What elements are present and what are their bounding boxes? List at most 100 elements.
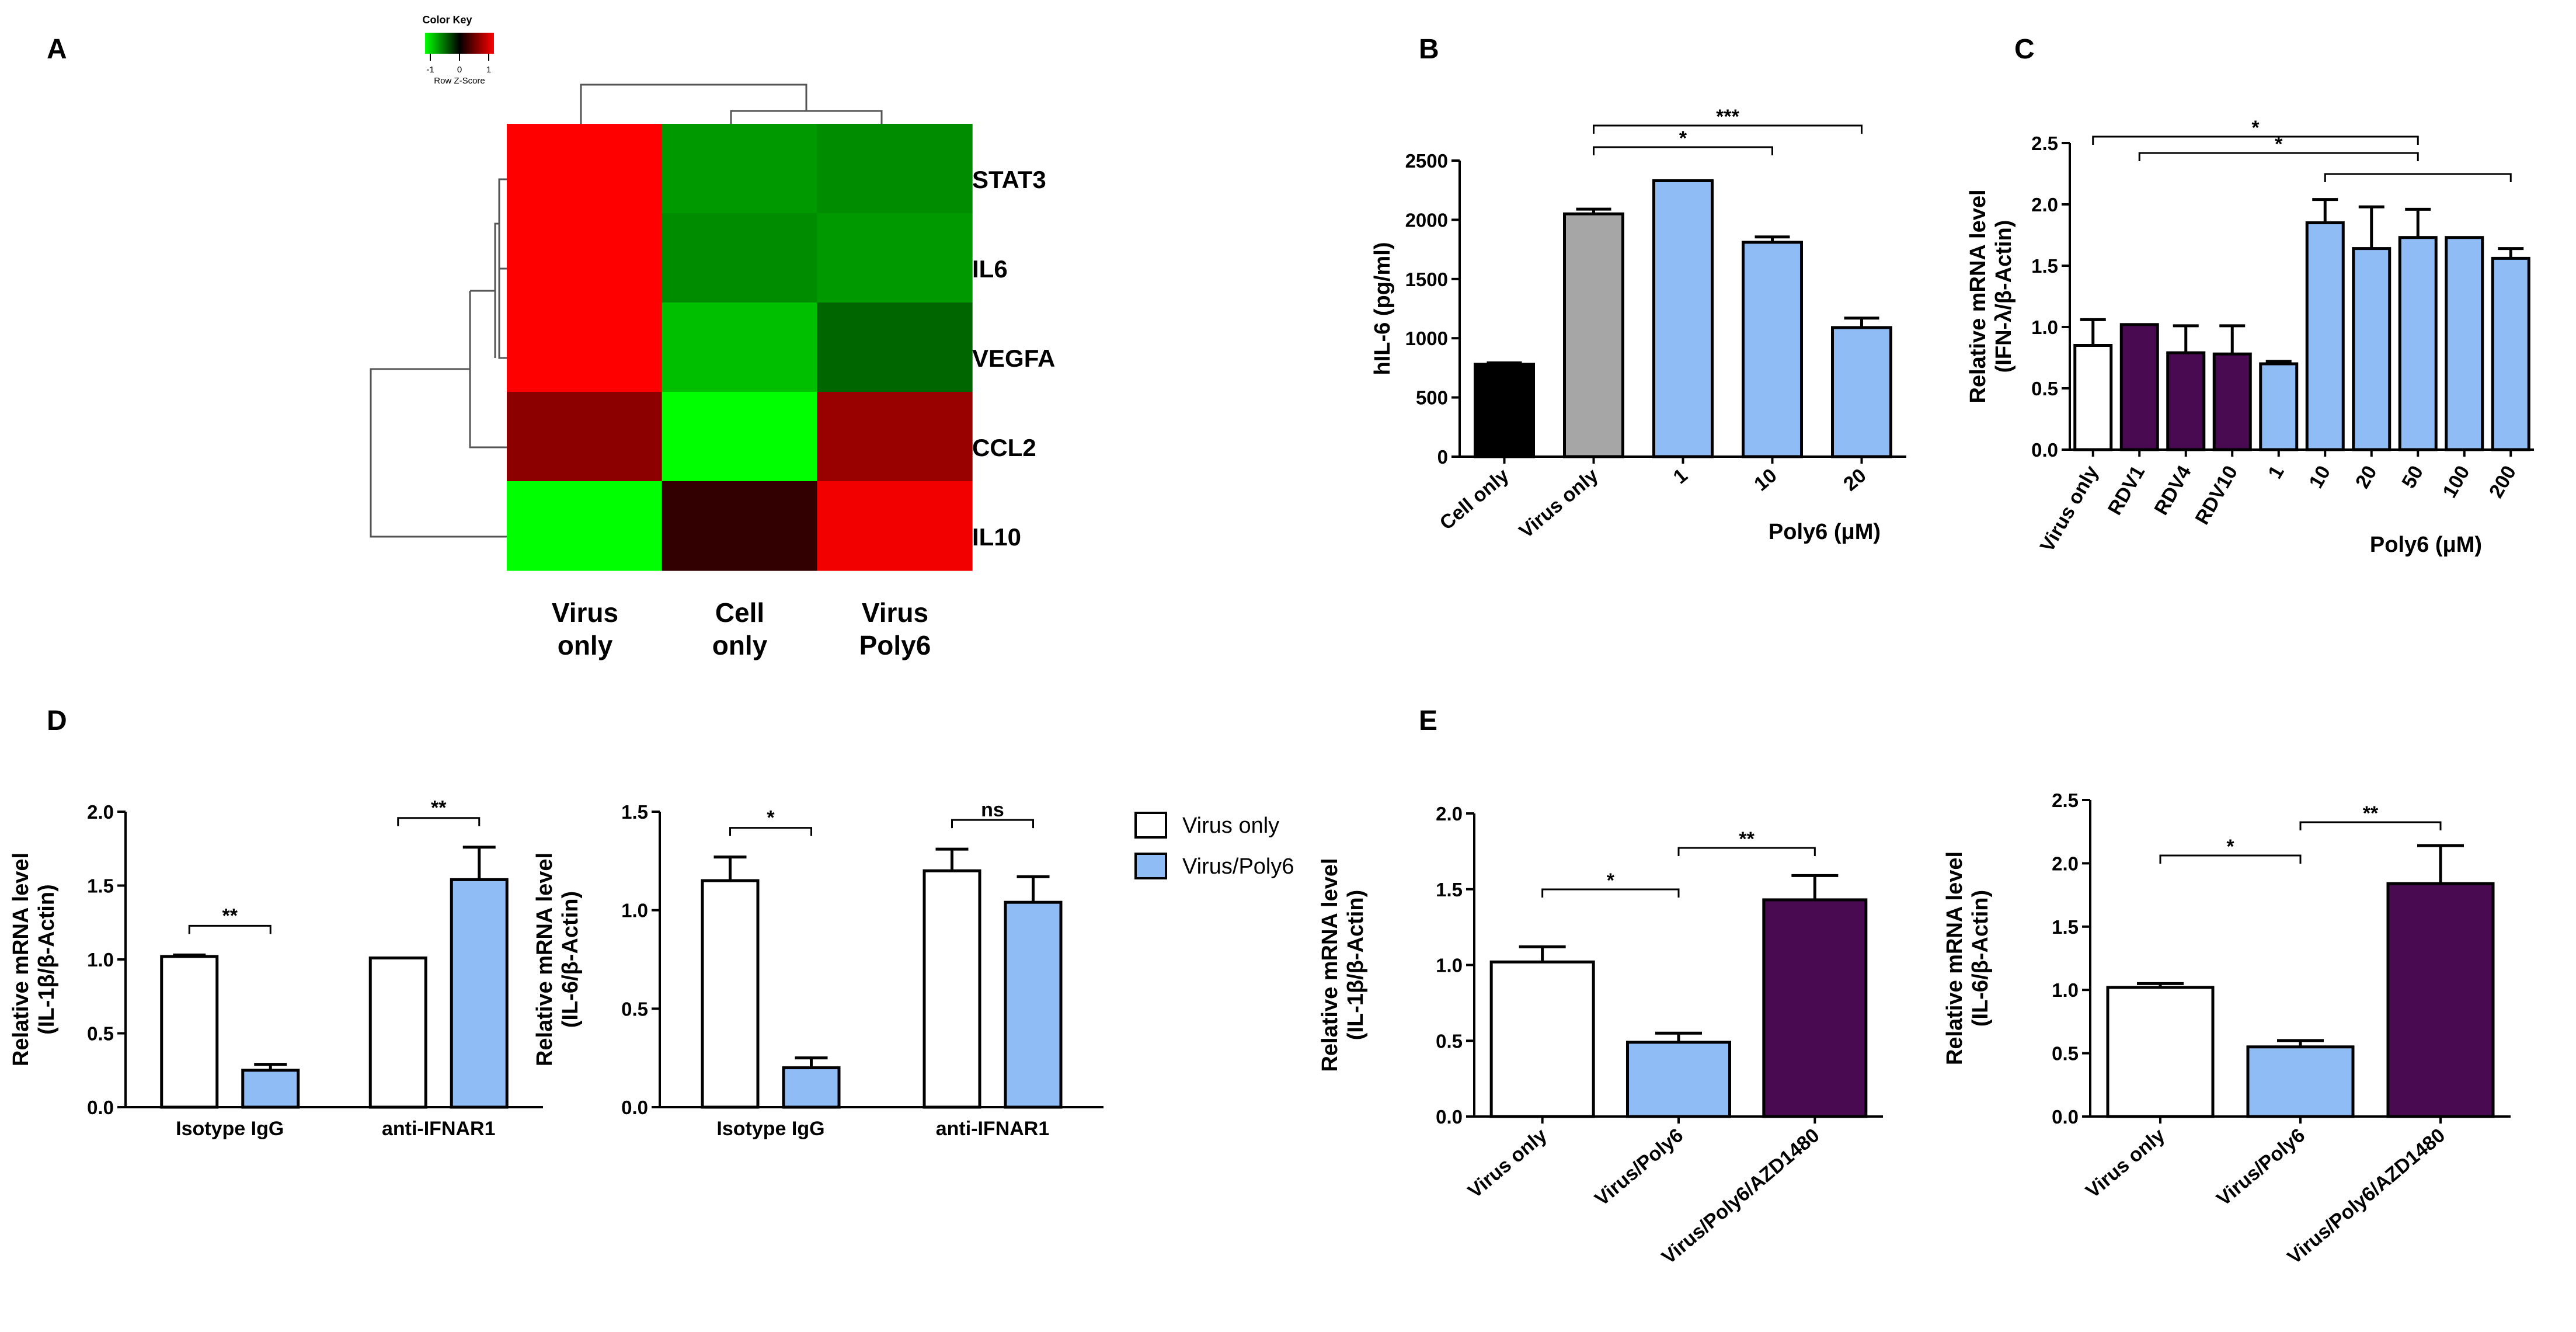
significance-label: ** [431,797,447,819]
color-key-title: Color Key [422,14,472,26]
panel-label-e: E [1419,705,1437,736]
x-category-label: Virus/Poly6 [1590,1124,1687,1211]
significance-bracket [2159,854,2302,864]
y-axis-label: hIL-6 (pg/ml) [1370,242,1395,375]
heatmap-cell-stat3-virus-only [507,124,663,214]
chart-d-il6: 0.0 0.5 1.0 1.5 Relative mRNA level (IL-6/β-A… [532,799,1103,1140]
y-axis-label: Relative mRNA level [1943,851,1967,1065]
y-axis-label-2: (IL-6/β-Actin) [558,891,583,1028]
heatmap-cell-stat3-virus-poly6 [817,124,973,214]
y-tick-label: 1.5 [621,801,648,823]
significance-label: * [2251,117,2260,139]
heatmap-column-labels: Virus only Cell only Virus Poly6 [552,597,931,660]
bar-virus-poly6 [1626,1041,1731,1118]
legend-label-virus-only: Virus only [1182,813,1279,838]
y-tick-label: 1000 [1405,328,1448,349]
x-axis-label: Poly6 (μM) [2370,533,2482,557]
x-category-label: RDV10 [2191,462,2242,528]
row-dendrogram [370,178,507,538]
y-tick-label: 1.0 [2031,317,2058,338]
bar-rdv1 [2119,323,2159,451]
significance-label: ns [981,799,1004,821]
x-category-label: Virus/Poly6 [2212,1124,2309,1211]
bar-virus-poly6-azd1480 [2386,882,2495,1118]
y-tick-label: 0.5 [87,1023,114,1045]
y-tick-label: 0.5 [1436,1030,1463,1052]
bar-virus-only-isotype-igg [701,879,760,1109]
y-tick-label: 0.5 [2031,378,2058,399]
significance-bracket [1593,124,1863,134]
y-tick-label: 1.5 [2031,255,2058,277]
significance-bracket [2324,173,2512,182]
heatmap-cell-stat3-cell-only [662,124,817,214]
chart-d-il1b: 0.0 0.5 1.0 1.5 2.0 Relative mRNA level (IL-1β… [9,797,543,1140]
significance-label: * [1679,127,1687,149]
bar-virus-poly6-anti-ifnar1 [450,878,509,1109]
panel-label-b: B [1419,34,1439,65]
chart-e-il6: 0.0 0.5 1.0 1.5 2.0 2.5 Relative mRNA level (IL… [1943,790,2511,1268]
heatmap-cell-vegfa-cell-only [662,302,817,392]
column-label-virus-poly6: Virus Poly6 [859,597,931,660]
significance-bracket [729,827,812,836]
significance-label: * [767,807,775,829]
heatmap-cell-il6-cell-only [662,213,817,303]
x-category-label: Cell only [1436,464,1513,534]
heatmap-cell-ccl2-cell-only [662,392,817,482]
x-category-label: 10 [2305,462,2335,492]
significance-bracket [2138,152,2419,161]
x-category-label: 1 [2264,462,2288,482]
legend-swatch-virus-poly6 [1134,853,1167,879]
y-tick-label: 2.0 [1436,803,1463,825]
x-category-label: RDV1 [2104,462,2149,519]
gene-label-vegfa: VEGFA [972,345,1055,372]
significance-label: ** [1739,828,1755,850]
y-tick-label: 0.0 [2052,1106,2079,1128]
y-axis-label-2: (IFN-λ/β-Actin) [1992,220,2016,373]
x-category-label: 200 [2485,462,2521,502]
significance-bracket [1593,146,1773,155]
bar-virus-poly6-anti-ifnar1 [1004,900,1063,1109]
panel-label-a: A [47,34,67,65]
bar-rdv4 [2166,351,2206,451]
gene-label-il10: IL10 [972,523,1021,551]
y-tick-label: 1.0 [621,900,648,921]
x-category-label: 10 [1750,464,1781,495]
bar-virus-only [2073,344,2113,451]
legend-d: Virus only Virus/Poly6 [1134,812,1294,879]
heatmap-cell-vegfa-virus-only [507,302,663,392]
bar-virus-only [1563,212,1624,458]
color-key-tick-low: -1 [426,65,434,75]
significance-label: * [2226,836,2234,858]
y-tick-label: 0.5 [621,998,648,1020]
bar-virus-poly6-isotype-igg [241,1069,300,1109]
y-tick-label: 0.5 [2052,1043,2079,1065]
y-axis-label-2: (IL-1β/β-Actin) [34,884,59,1034]
significance-label: * [1607,870,1615,892]
significance-bracket [2092,135,2419,145]
y-tick-label: 2.0 [87,801,114,823]
x-category-label: Virus/Poly6/AZD1480 [2283,1124,2450,1268]
x-category-label: 20 [2351,462,2382,492]
y-tick-label: 0.0 [87,1097,114,1118]
bar-virus-poly6 [2246,1045,2355,1118]
heatmap-cell-il6-virus-only [507,213,663,303]
y-tick-label: 2500 [1405,150,1448,172]
heatmap-cell-il6-virus-poly6 [817,213,973,303]
gene-label-il6: IL6 [972,255,1008,283]
significance-bracket [2299,821,2442,830]
x-category-label: 20 [1839,464,1870,495]
y-axis-label: Relative mRNA level [1966,189,1990,403]
heatmap-cell-il10-cell-only [662,481,817,571]
heatmap-cells [507,124,973,571]
y-tick-label: 2000 [1405,209,1448,231]
x-category-label: Virus only [1515,464,1603,542]
y-tick-label: 1.5 [2052,916,2079,938]
bar-virus-poly6-azd1480 [1762,898,1868,1118]
heatmap-cell-il10-virus-poly6 [817,481,973,571]
x-category-label: Isotype IgG [716,1118,824,1140]
chart-c-ifn-lambda: 0.0 0.5 1.0 1.5 2.0 2.5 Relative mRNA level (IF… [1966,117,2534,557]
chart-b-il6-elisa: 0 500 1000 1500 2000 2500 hIL-6 (pg/ml) Cell on… [1370,106,1906,544]
significance-bracket [951,819,1034,829]
x-category-label: 1 [1669,464,1692,488]
